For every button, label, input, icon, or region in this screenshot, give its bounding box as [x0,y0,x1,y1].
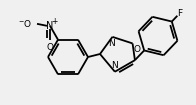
Text: F: F [177,9,182,18]
Text: $\mathregular{^{-}}$O: $\mathregular{^{-}}$O [18,18,32,29]
Text: +: + [51,17,57,26]
Text: N: N [109,39,115,48]
Text: O: O [46,43,54,52]
Text: N: N [112,61,118,70]
Text: O: O [133,45,141,54]
Text: N: N [46,21,54,31]
